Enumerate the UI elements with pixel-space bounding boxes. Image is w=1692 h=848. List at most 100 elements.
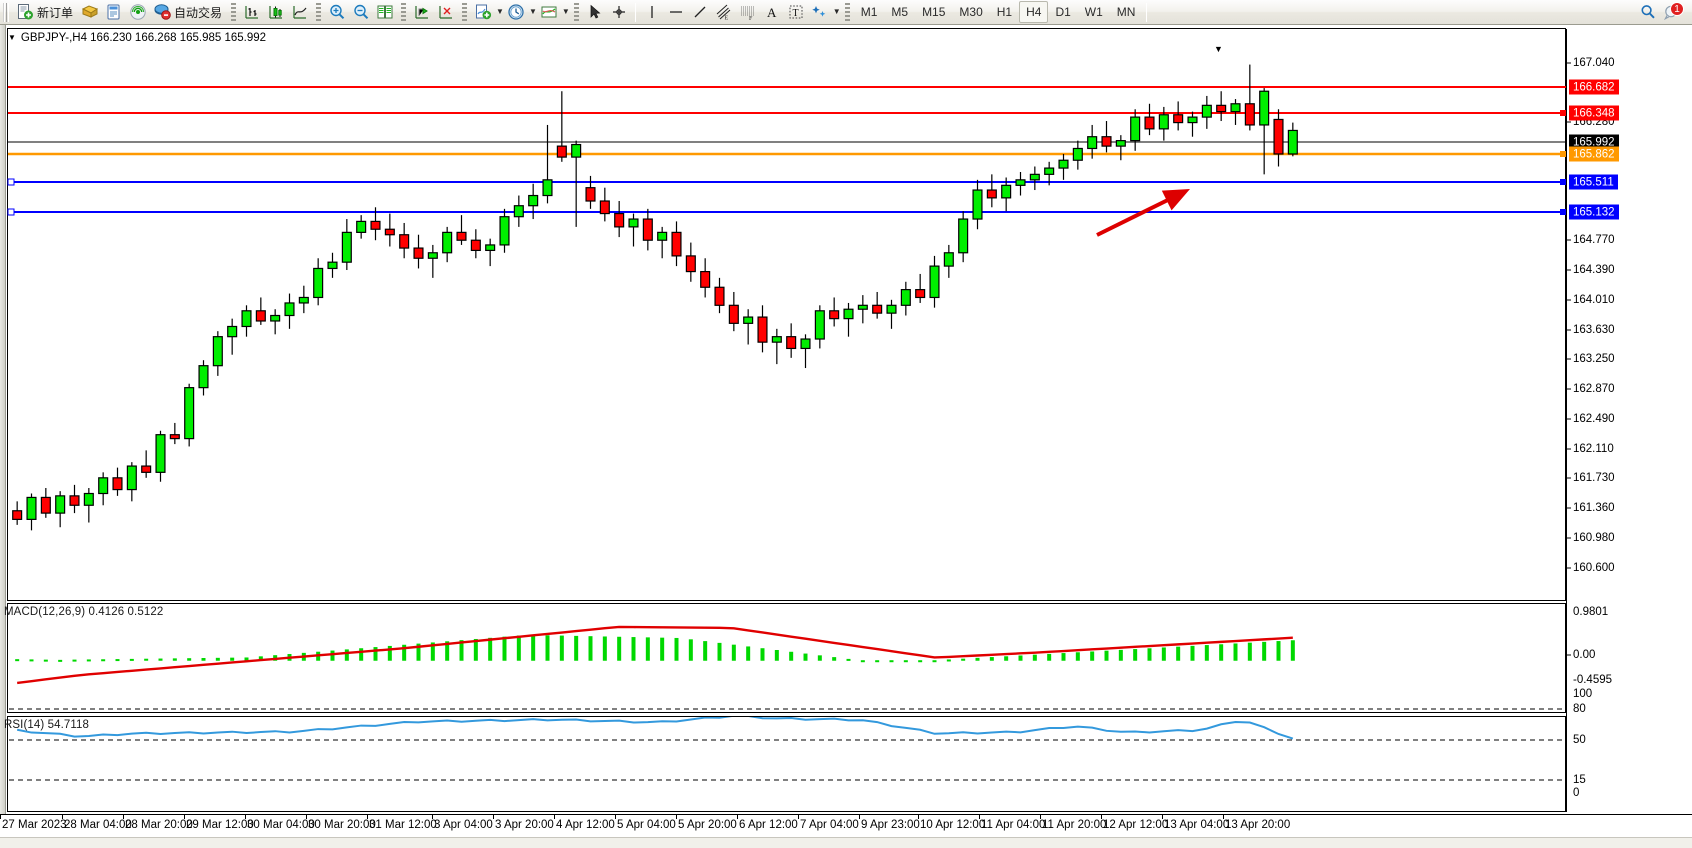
candle-body-bullish [943, 252, 954, 267]
price-panel[interactable] [7, 28, 1566, 601]
metaeditor-button[interactable] [102, 1, 126, 23]
indicators-dropdown-arrow[interactable]: ▼ [496, 7, 504, 16]
zoom-out-button[interactable] [349, 1, 373, 23]
trend-arrow-annotation[interactable] [1096, 189, 1190, 237]
text-tool-button[interactable]: A [760, 1, 784, 23]
period-button[interactable] [504, 1, 528, 23]
line-chart-button[interactable] [288, 1, 312, 23]
macd-histogram-bar [402, 644, 407, 661]
vertical-line-tool-button[interactable] [640, 1, 664, 23]
new-order-icon [16, 3, 34, 21]
timeframe-w1[interactable]: W1 [1084, 5, 1103, 19]
horizontal-level-lines[interactable] [7, 86, 1566, 216]
macd-histogram-bar [144, 658, 149, 661]
timeframe-h4[interactable]: H4 [1019, 1, 1049, 23]
macd-histogram-bar [373, 647, 378, 661]
cursor-tool-button[interactable] [583, 1, 607, 23]
navigator-button[interactable] [126, 1, 150, 23]
crosshair-icon [610, 3, 628, 21]
price-level-tag-support[interactable]: 165.132 [1569, 204, 1619, 220]
macd-histogram-bar [1147, 648, 1152, 661]
candle-body-bearish [141, 465, 152, 473]
price-level-tag-support[interactable]: 165.511 [1569, 174, 1618, 190]
candlestick-chart-button[interactable] [264, 1, 288, 23]
macd-histogram-bar [961, 658, 966, 661]
macd-histogram-bar [688, 639, 693, 661]
rsi-panel[interactable] [7, 716, 1566, 812]
time-axis-label: 31 Mar 12:00 [369, 819, 437, 831]
auto-scroll-button[interactable] [434, 1, 458, 23]
timeframe-m30[interactable]: M30 [959, 5, 983, 19]
macd-histogram-bar [846, 658, 851, 661]
price-level-tag-pivot[interactable]: 165.862 [1569, 146, 1619, 162]
chart-menu-caret-icon[interactable]: ▼ [8, 32, 16, 42]
auto-trading-button[interactable]: 自动交易 [150, 1, 227, 23]
macd-histogram-bar [359, 648, 364, 661]
macd-histogram-bar [531, 634, 536, 661]
timeframe-m1[interactable]: M1 [860, 5, 878, 19]
expert-advisors-button[interactable] [78, 1, 102, 23]
candle-body-bearish [614, 212, 625, 228]
macd-histogram-bar [903, 660, 908, 663]
price-level-tag-resistance[interactable]: 166.682 [1569, 79, 1619, 95]
candle-body-bullish [1259, 90, 1270, 126]
equidistant-channel-button[interactable]: E [712, 1, 736, 23]
chart-canvas [7, 64, 1566, 781]
time-axis[interactable]: 27 Mar 2023 28 Mar 04:00 28 Mar 20:00 29 Ma… [0, 814, 1692, 836]
time-axis-label: 12 Apr 12:00 [1103, 819, 1169, 831]
trendline-tool-button[interactable] [688, 1, 712, 23]
templates-button[interactable] [537, 1, 561, 23]
period-dropdown-arrow[interactable]: ▼ [528, 7, 537, 16]
tile-windows-button[interactable] [373, 1, 397, 23]
zoom-out-icon [352, 3, 370, 21]
time-axis-tick [737, 815, 738, 819]
crosshair-tool-button[interactable] [607, 1, 631, 23]
timeframe-h1[interactable]: H1 [996, 5, 1013, 19]
objects-dropdown-arrow[interactable]: ▼ [832, 7, 841, 16]
zoom-in-icon [328, 3, 346, 21]
macd-histogram-bar [516, 635, 521, 661]
chart-left-border [0, 25, 6, 815]
candlestick-chart-icon [267, 3, 285, 21]
macd-histogram-bar [29, 659, 34, 662]
notifications-button[interactable]: 1 [1660, 1, 1684, 23]
macd-histogram-bar [1047, 653, 1052, 661]
bar-chart-button[interactable] [240, 1, 264, 23]
toolbar-grip[interactable] [3, 2, 10, 22]
candle-body-bearish [728, 304, 739, 324]
horizontal-line-tool-button[interactable] [664, 1, 688, 23]
search-button[interactable] [1636, 1, 1660, 23]
macd-histogram-bar [1290, 640, 1295, 661]
chart-shift-button[interactable] [410, 1, 434, 23]
macd-histogram-bar [187, 658, 192, 661]
price-level-tags[interactable]: 166.682 166.348 165.992 165.862 165.511 165.1… [1567, 25, 1692, 815]
indicators-button[interactable] [471, 1, 495, 23]
macd-panel[interactable] [7, 603, 1566, 713]
objects-tool-button[interactable] [808, 1, 832, 23]
price-level-tag-last-price[interactable]: 165.992 [1569, 134, 1619, 150]
timeframe-mn[interactable]: MN [1116, 5, 1136, 19]
svg-text:F: F [749, 16, 753, 21]
timeframe-d1[interactable]: D1 [1055, 5, 1071, 19]
zoom-in-button[interactable] [325, 1, 349, 23]
templates-dropdown-arrow[interactable]: ▼ [561, 7, 570, 16]
timeframe-m5[interactable]: M5 [891, 5, 909, 19]
indicator-axis-tick: 15 [1573, 774, 1586, 786]
candle-body-bullish [800, 338, 811, 350]
new-order-button[interactable]: 新订单 [13, 1, 78, 23]
candle-body-bearish [384, 228, 395, 236]
price-axis[interactable]: 167.040 166.280 164.770 164.390 164.010 163.6… [1567, 25, 1692, 815]
macd-histogram-bar [1075, 652, 1080, 661]
macd-histogram-bar [72, 659, 77, 662]
candle-body-bullish [1287, 129, 1298, 155]
label-tool-button[interactable]: T [784, 1, 808, 23]
macd-histogram-bar [1190, 645, 1195, 661]
price-level-tag-resistance[interactable]: 166.348 [1569, 105, 1619, 121]
time-axis-label: 10 Apr 12:00 [920, 819, 986, 831]
time-axis-label: 29 Mar 12:00 [186, 819, 254, 831]
chart-area[interactable]: ▼ GBPJPY-,H4 166.230 166.268 165.985 165… [0, 25, 1692, 848]
timeframe-m15[interactable]: M15 [922, 5, 946, 19]
candle-body-bullish [1087, 136, 1098, 150]
time-axis-label: 9 Apr 23:00 [861, 819, 920, 831]
fibonacci-tool-button[interactable]: F [736, 1, 760, 23]
